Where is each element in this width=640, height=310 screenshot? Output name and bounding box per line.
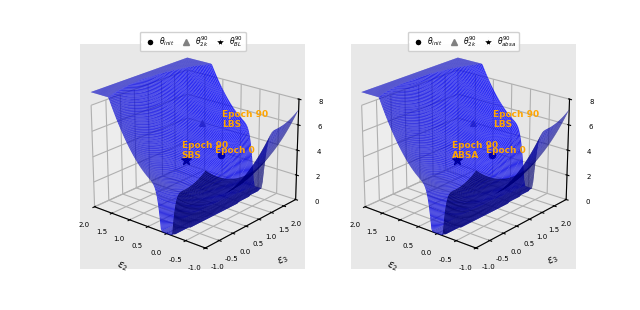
Y-axis label: $\varepsilon_3$: $\varepsilon_3$ bbox=[275, 252, 291, 268]
X-axis label: $\varepsilon_2$: $\varepsilon_2$ bbox=[115, 259, 129, 274]
Legend: $\theta_{init}$, $\theta^{90}_{2k}$, $\theta^{90}_{BL}$: $\theta_{init}$, $\theta^{90}_{2k}$, $\t… bbox=[140, 32, 246, 51]
X-axis label: $\varepsilon_2$: $\varepsilon_2$ bbox=[385, 259, 400, 274]
Legend: $\theta_{init}$, $\theta^{90}_{2k}$, $\theta^{90}_{absa}$: $\theta_{init}$, $\theta^{90}_{2k}$, $\t… bbox=[408, 32, 518, 51]
Y-axis label: $\varepsilon_3$: $\varepsilon_3$ bbox=[546, 252, 561, 268]
